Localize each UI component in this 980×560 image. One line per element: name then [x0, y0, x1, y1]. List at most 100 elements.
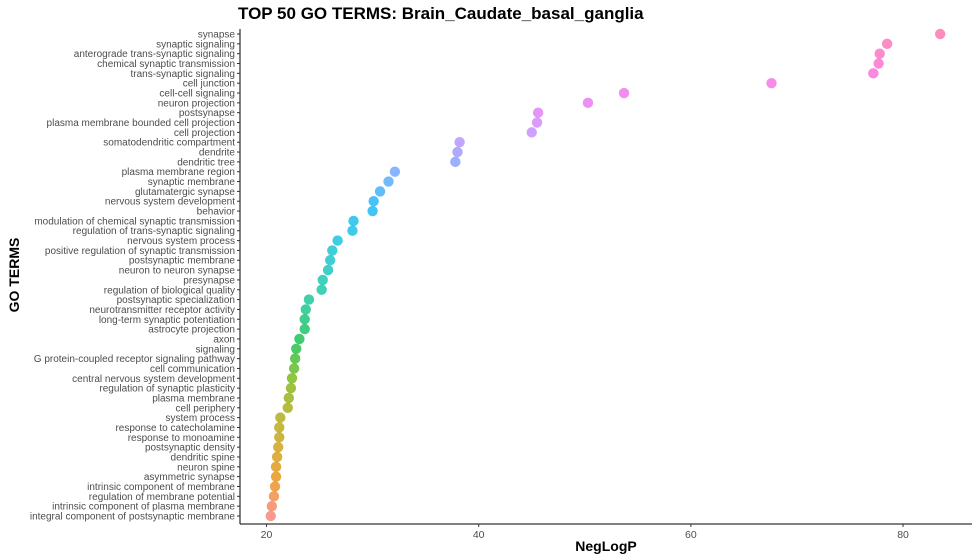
data-point — [274, 432, 285, 443]
y-tick-label: axon — [213, 334, 235, 345]
y-tick-label: postsynaptic membrane — [129, 256, 236, 267]
data-point — [303, 294, 315, 305]
y-tick-label: cell projection — [174, 128, 235, 139]
y-tick-label: nervous system development — [105, 197, 235, 208]
y-tick-label: postsynapse — [179, 108, 236, 119]
data-point — [316, 284, 327, 295]
y-tick-label: central nervous system development — [72, 374, 235, 385]
data-point — [300, 304, 311, 315]
y-tick-label: glutamatergic synapse — [135, 187, 235, 198]
data-point — [285, 382, 297, 394]
y-tick-label: G protein-coupled receptor signaling pat… — [34, 354, 235, 365]
y-tick-label: plasma membrane region — [122, 167, 235, 178]
data-point — [868, 68, 879, 79]
data-point — [268, 491, 280, 502]
data-point — [348, 215, 359, 227]
data-point — [934, 28, 946, 40]
y-tick-label: synapse — [198, 30, 236, 41]
data-point — [532, 107, 544, 118]
data-point — [324, 255, 336, 266]
y-tick-label: neuron to neuron synapse — [119, 266, 236, 277]
data-point — [282, 402, 293, 413]
data-point — [526, 127, 537, 138]
y-tick-label: signaling — [196, 344, 235, 355]
y-tick-label: modulation of chemical synaptic transmis… — [34, 216, 235, 227]
data-point — [452, 146, 463, 158]
data-point — [294, 333, 305, 345]
y-tick-label: plasma membrane — [152, 393, 235, 404]
x-tick-label: 20 — [261, 529, 273, 541]
y-tick-label: postsynaptic specialization — [117, 295, 235, 306]
y-tick-label: long-term synaptic potentiation — [99, 315, 235, 326]
x-tick-label: 40 — [473, 529, 485, 541]
y-tick-label: regulation of synaptic plasticity — [99, 384, 235, 395]
data-point — [288, 363, 300, 374]
data-point — [299, 323, 310, 335]
y-tick-label: dendritic tree — [177, 157, 235, 168]
data-point — [450, 156, 461, 168]
y-tick-label: nervous system process — [127, 236, 235, 247]
data-point — [299, 314, 310, 325]
y-tick-label: intrinsic component of plasma membrane — [52, 502, 235, 513]
data-point — [274, 422, 285, 433]
y-tick-label: dendritic spine — [171, 452, 236, 463]
data-point — [270, 461, 282, 473]
y-tick-label: plasma membrane bounded cell projection — [47, 118, 235, 129]
y-tick-label: cell periphery — [176, 403, 235, 414]
y-tick-label: response to monoamine — [128, 433, 236, 444]
y-tick-label: neuron spine — [177, 462, 235, 473]
data-point — [766, 77, 777, 89]
data-point — [269, 481, 281, 492]
data-point — [332, 235, 343, 246]
data-point — [383, 176, 394, 187]
data-point — [367, 205, 378, 217]
data-point — [347, 225, 358, 236]
data-point — [271, 451, 283, 463]
data-point — [266, 500, 278, 512]
y-tick-label: regulation of membrane potential — [89, 492, 235, 503]
data-point — [454, 137, 465, 148]
y-tick-label: positive regulation of synaptic transmis… — [45, 246, 235, 257]
data-point — [286, 373, 298, 384]
y-tick-label: intrinsic component of membrane — [87, 482, 235, 493]
data-point — [283, 392, 294, 404]
chart-title: TOP 50 GO TERMS: Brain_Caudate_basal_gan… — [238, 4, 644, 23]
y-tick-label: synaptic signaling — [156, 39, 235, 50]
data-point — [618, 87, 630, 99]
y-tick-label: trans-synaptic signaling — [131, 69, 236, 80]
y-axis-title: GO TERMS — [6, 238, 22, 313]
data-point — [327, 245, 338, 256]
y-tick-label: behavior — [197, 207, 236, 218]
data-point — [389, 166, 401, 177]
data-point — [874, 48, 885, 59]
data-point — [881, 38, 893, 50]
data-point — [531, 117, 543, 128]
y-tick-label: neurotransmitter receptor activity — [89, 305, 235, 316]
data-point — [275, 412, 286, 423]
y-tick-label: somatodendritic compartment — [103, 138, 235, 149]
data-point — [317, 274, 328, 286]
y-tick-label: integral component of postsynaptic membr… — [30, 512, 236, 523]
x-tick-label: 80 — [897, 529, 909, 541]
x-tick-label: 60 — [685, 529, 697, 541]
data-point — [374, 186, 386, 197]
y-tick-label: astrocyte projection — [148, 325, 235, 336]
y-tick-label: dendrite — [199, 148, 236, 159]
y-tick-label: chemical synaptic transmission — [97, 59, 235, 70]
y-tick-label: neuron projection — [158, 98, 235, 109]
y-tick-label: postsynaptic density — [145, 443, 235, 454]
y-tick-label: asymmetric synapse — [144, 472, 236, 483]
y-tick-label: cell junction — [183, 79, 235, 90]
data-point — [582, 97, 594, 109]
y-tick-label: anterograde trans-synaptic signaling — [74, 49, 235, 60]
y-tick-label: response to catecholamine — [115, 423, 235, 434]
y-tick-label: synaptic membrane — [148, 177, 236, 188]
y-tick-label: regulation of biological quality — [104, 285, 235, 296]
data-point — [368, 196, 379, 207]
data-point — [291, 343, 302, 354]
data-point — [322, 264, 334, 276]
y-tick-label: regulation of trans-synaptic signaling — [73, 226, 235, 237]
data-point — [289, 353, 301, 364]
